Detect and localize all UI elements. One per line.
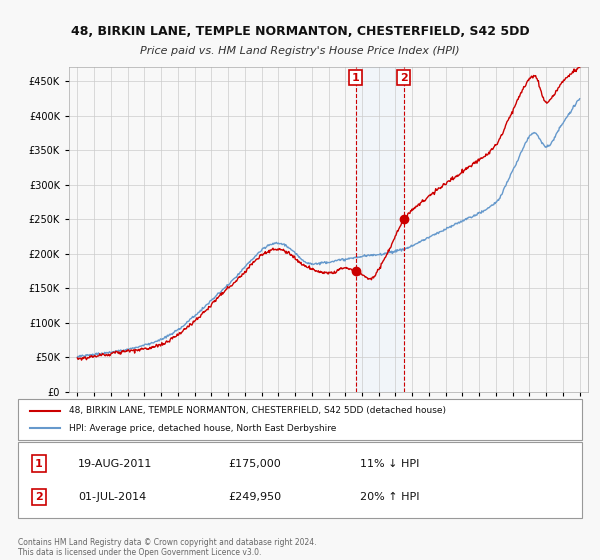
Text: Contains HM Land Registry data © Crown copyright and database right 2024.
This d: Contains HM Land Registry data © Crown c…: [18, 538, 317, 557]
Text: 1: 1: [35, 459, 43, 469]
Text: 11% ↓ HPI: 11% ↓ HPI: [360, 459, 419, 469]
Text: HPI: Average price, detached house, North East Derbyshire: HPI: Average price, detached house, Nort…: [69, 424, 337, 433]
Text: £175,000: £175,000: [228, 459, 281, 469]
Text: 2: 2: [400, 73, 408, 82]
Text: 20% ↑ HPI: 20% ↑ HPI: [360, 492, 419, 502]
Text: 48, BIRKIN LANE, TEMPLE NORMANTON, CHESTERFIELD, S42 5DD (detached house): 48, BIRKIN LANE, TEMPLE NORMANTON, CHEST…: [69, 406, 446, 415]
Text: Price paid vs. HM Land Registry's House Price Index (HPI): Price paid vs. HM Land Registry's House …: [140, 46, 460, 57]
Text: 01-JUL-2014: 01-JUL-2014: [78, 492, 146, 502]
Text: 2: 2: [35, 492, 43, 502]
Text: 1: 1: [352, 73, 359, 82]
Text: 48, BIRKIN LANE, TEMPLE NORMANTON, CHESTERFIELD, S42 5DD: 48, BIRKIN LANE, TEMPLE NORMANTON, CHEST…: [71, 25, 529, 38]
Text: £249,950: £249,950: [228, 492, 281, 502]
Text: 19-AUG-2011: 19-AUG-2011: [78, 459, 152, 469]
Bar: [356, 67, 404, 392]
